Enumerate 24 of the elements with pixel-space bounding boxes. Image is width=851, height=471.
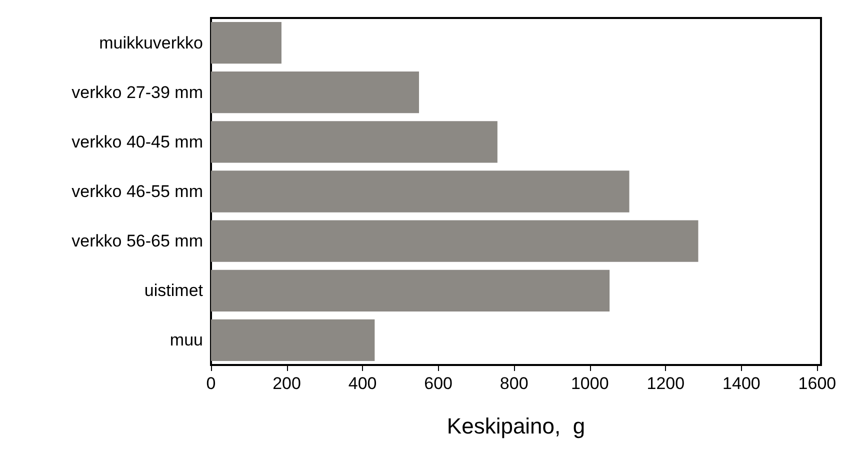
x-tick-label: 0	[206, 374, 216, 393]
bar	[211, 270, 610, 312]
y-tick-label: muikkuverkko	[99, 33, 203, 52]
x-axis-title: Keskipaino, g	[446, 414, 586, 438]
x-tick-label: 1400	[722, 374, 760, 393]
x-tick-label: 1000	[570, 374, 609, 393]
x-tick-label: 1200	[646, 374, 685, 393]
bar	[211, 319, 375, 362]
bar	[211, 72, 420, 114]
y-tick-label: verkko 40-45 mm	[72, 132, 203, 152]
x-tick-label: 800	[500, 374, 528, 393]
bar	[211, 121, 498, 163]
y-tick-label: muu	[170, 330, 203, 350]
bar	[211, 220, 698, 262]
x-tick-label: 1600	[798, 374, 836, 393]
x-tick-label: 400	[348, 374, 377, 393]
bar	[211, 170, 630, 212]
bar	[211, 22, 282, 64]
x-tick-label: 200	[272, 374, 301, 393]
y-tick-label: uistimet	[144, 281, 204, 300]
y-tick-label: verkko 56-65 mm	[72, 232, 203, 251]
y-tick-label: verkko 27-39 mm	[72, 82, 203, 102]
x-tick-label: 600	[424, 374, 453, 393]
y-tick-label: verkko 46-55 mm	[72, 182, 203, 201]
